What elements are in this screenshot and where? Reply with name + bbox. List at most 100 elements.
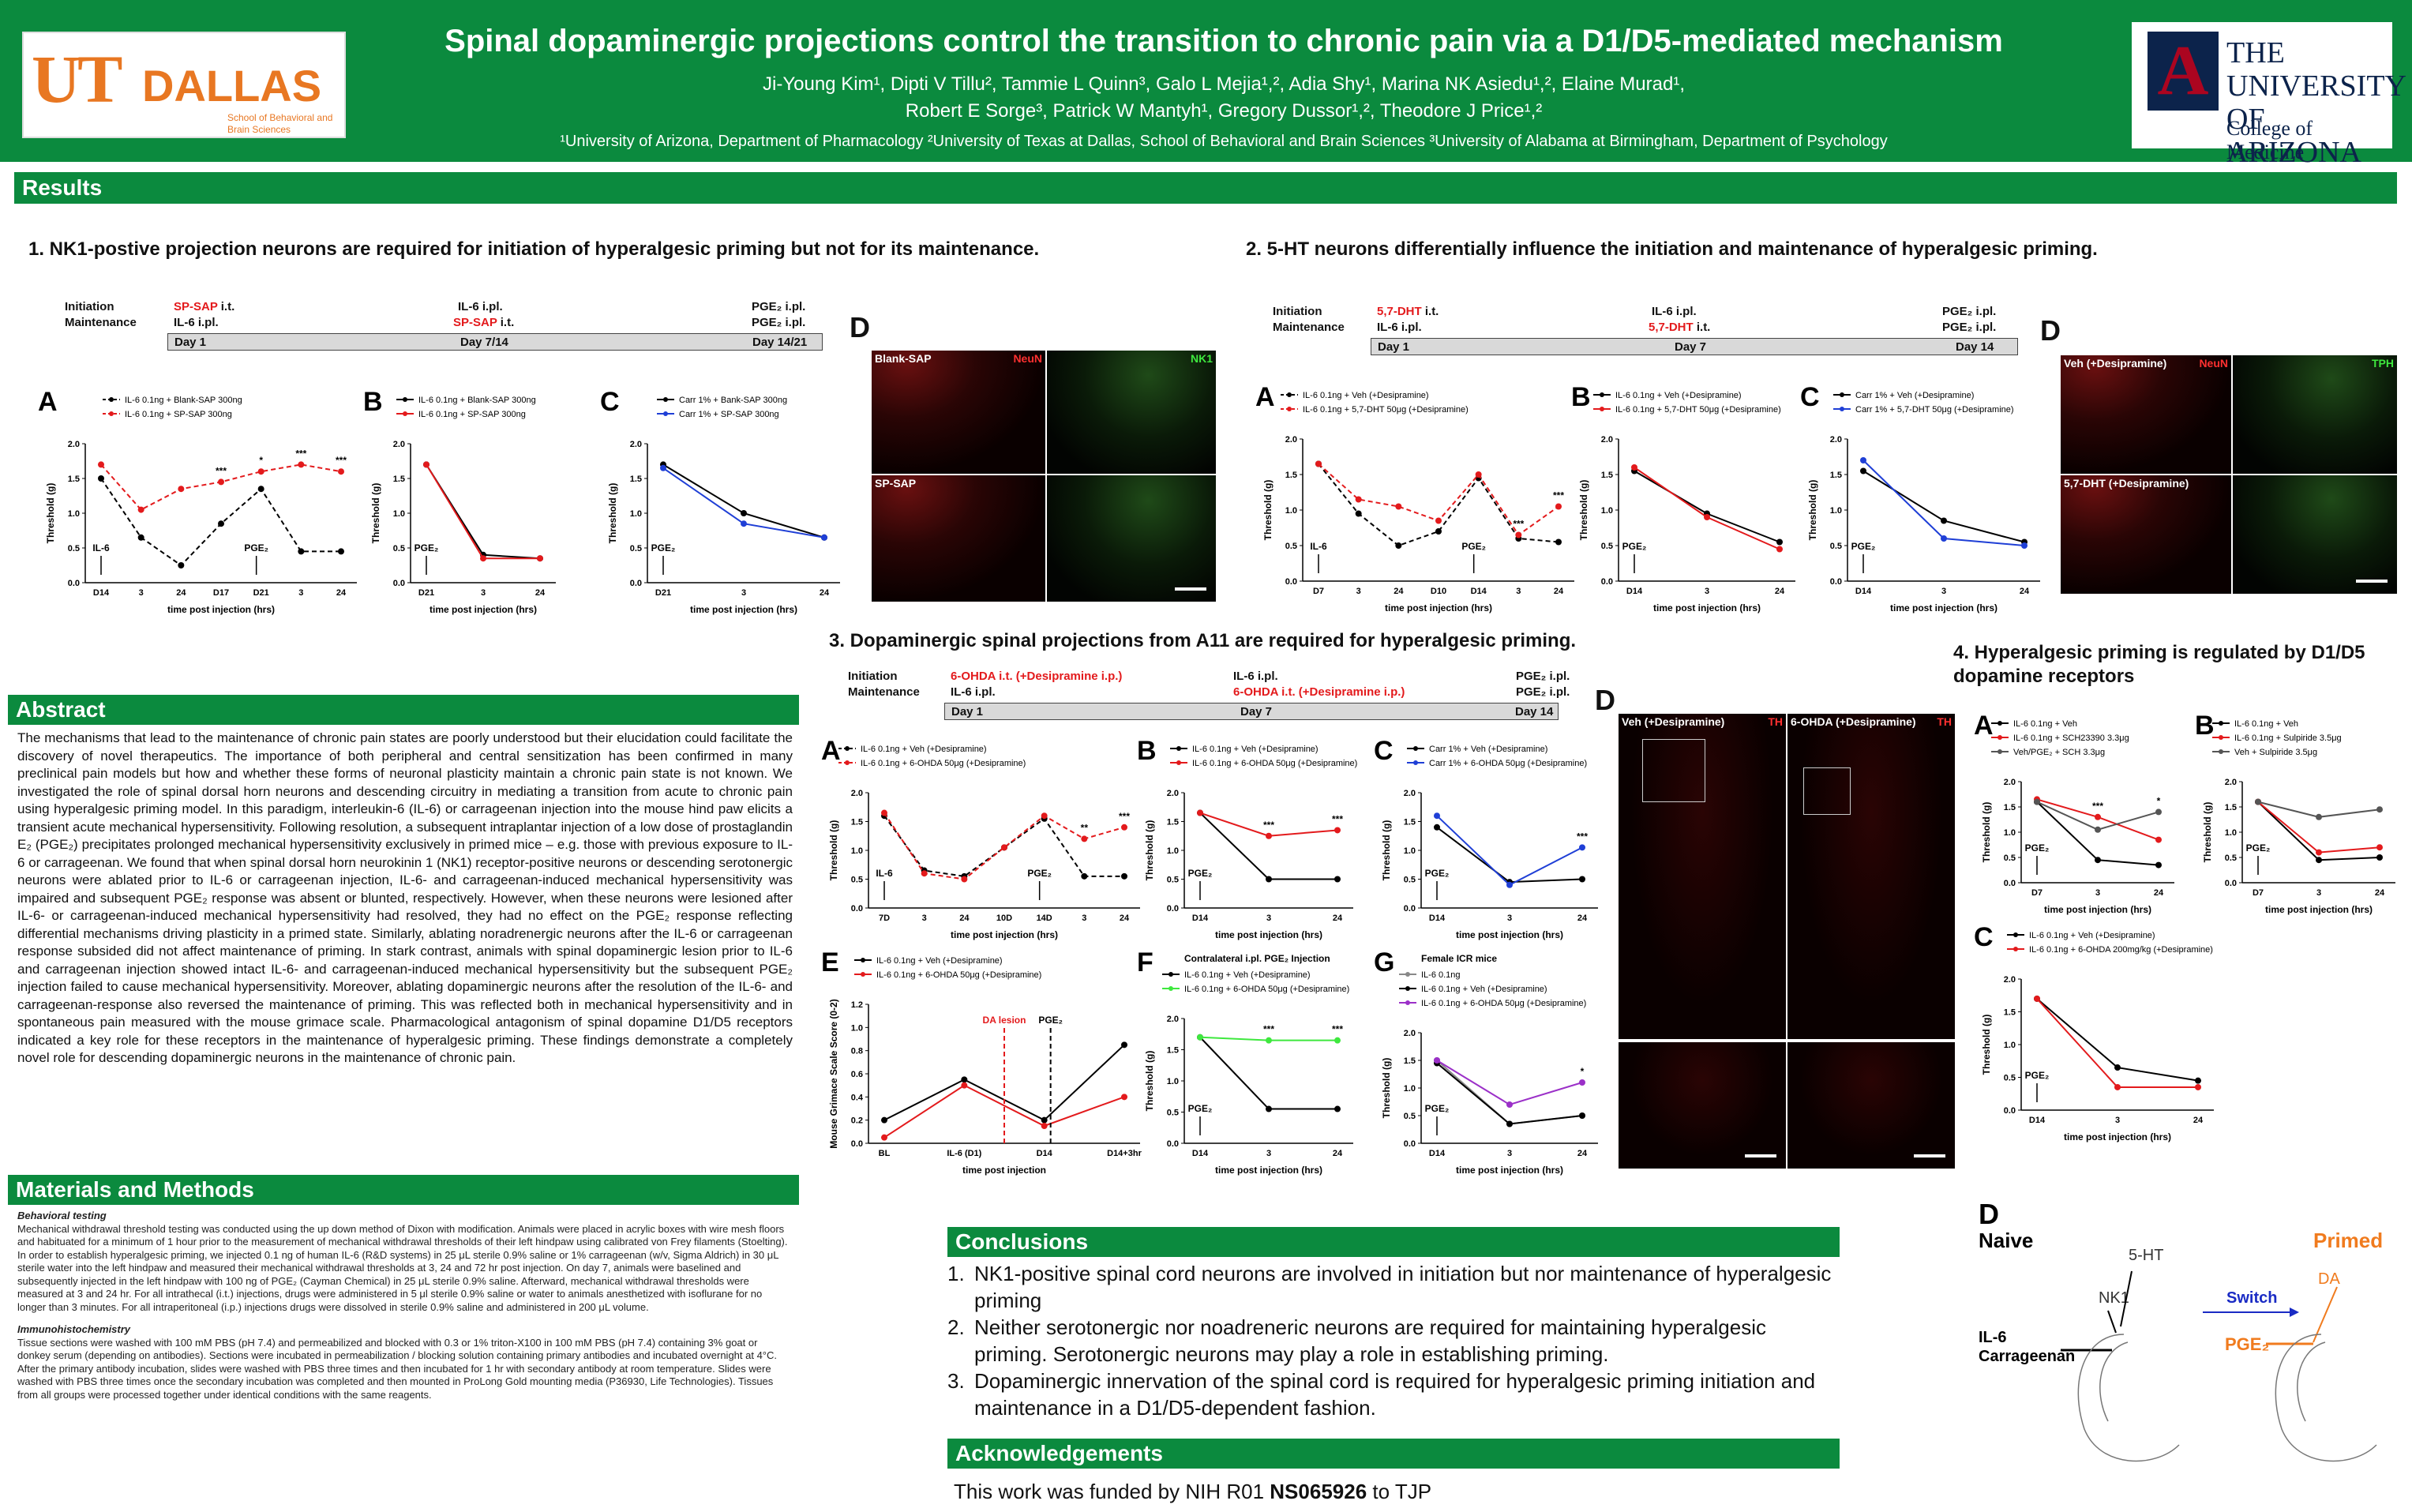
stain-label: TPH — [2372, 357, 2394, 370]
data-point — [423, 461, 430, 468]
y-tick-label: 0.0 — [1601, 577, 1613, 587]
legend-label: IL-6 0.1ng + Sulpiride 3.5μg — [2234, 733, 2342, 743]
y-tick-label: 0.0 — [2004, 1106, 2016, 1116]
legend-label: Carr 1% + 5,7-DHT 50μg (+Desipramine) — [1855, 405, 2014, 415]
data-point — [1631, 464, 1637, 471]
injection-marker-label: PGE₂ — [2246, 842, 2271, 854]
maintenance-label: Maintenance — [848, 685, 920, 699]
legend-label: IL-6 0.1ng + SCH23390 3.3μg — [2013, 733, 2129, 743]
legend-label: Carr 1% + 6-OHDA 50μg (+Desipramine) — [1429, 759, 1587, 768]
ua-logo-mark: A — [2148, 32, 2219, 111]
micrograph-veh-tph: TPH — [2233, 355, 2397, 474]
y-tick-label: 1.0 — [1404, 1084, 1416, 1094]
data-point — [961, 876, 968, 883]
x-tick-label: D14 — [1192, 914, 1209, 923]
x-tick-label: 3 — [139, 588, 144, 598]
legend-marker — [1840, 392, 1844, 397]
y-tick-label: 1.0 — [1167, 846, 1179, 856]
x-tick-label: 3 — [481, 588, 486, 598]
switch-arrowhead — [2290, 1308, 2299, 1317]
y-tick-label: 0.5 — [630, 544, 642, 553]
stain-label: NeuN — [2199, 357, 2228, 370]
x-tick-label: 3 — [2115, 1116, 2120, 1125]
micrograph-veh-neun: Veh (+Desipramine) NeuN — [2061, 355, 2231, 474]
panel-letter: C — [1374, 736, 1394, 766]
chart-3F: F Contralateral i.pl. PGE₂ Injection IL-6 … — [1137, 947, 1353, 1176]
ack-pre: This work was funded by NIH R01 — [954, 1480, 1270, 1503]
panel-letter: A — [1255, 382, 1275, 412]
pge2-annotation: PGE₂ — [1038, 1015, 1063, 1026]
y-tick-label: 1.5 — [851, 818, 863, 827]
y-axis-label: Threshold (g) — [1807, 480, 1818, 541]
y-tick-label: 0.2 — [851, 1116, 863, 1126]
conclusion-item: 3. Dopaminergic innervation of the spinal… — [947, 1368, 1832, 1421]
panel-letter-2d: D — [2040, 314, 2061, 347]
panel-letter: A — [38, 387, 58, 417]
injection-marker-label: PGE₂ — [2025, 842, 2050, 854]
data-point — [1776, 538, 1783, 546]
data-point — [1506, 1101, 1513, 1108]
injection-marker-label: PGE₂ — [651, 542, 676, 553]
data-point — [881, 1134, 887, 1141]
legend-label: Carr 1% + Veh (+Desipramine) — [1429, 745, 1547, 754]
diagram-letter: D — [1979, 1198, 1999, 1230]
legend-marker — [2219, 721, 2223, 726]
data-point — [1315, 460, 1322, 467]
legend-label: IL-6 0.1ng + SP-SAP 300ng — [418, 410, 526, 419]
chart-1B: B IL-6 0.1ng + Blank-SAP 300ng IL-6 0.1ng … — [363, 387, 556, 615]
micrograph-label: 5,7-DHT (+Desipramine) — [2064, 477, 2189, 490]
y-axis-label: Threshold (g) — [2202, 802, 2213, 863]
y-tick-label: 2.0 — [2004, 778, 2016, 787]
x-tick-label: 14D — [1037, 914, 1052, 923]
x-tick-label: D14 — [1429, 914, 1446, 923]
data-point — [1579, 844, 1585, 851]
x-tick-label: 3 — [1941, 587, 1946, 596]
y-axis-label: Threshold (g) — [1981, 1015, 1992, 1075]
data-point — [1355, 496, 1362, 503]
y-axis-label: Threshold (g) — [1381, 1058, 1392, 1119]
x-axis-label: time post injection (hrs) — [1456, 929, 1563, 940]
y-tick-label: 0.5 — [2004, 1074, 2016, 1083]
abstract-text: The mechanisms that lead to the maintena… — [17, 730, 793, 1065]
series-line — [1634, 467, 1780, 550]
data-point — [1435, 517, 1442, 524]
chart-3B: B IL-6 0.1ng + Veh (+Desipramine) IL-6 0.1… — [1137, 736, 1357, 940]
y-tick-label: 1.0 — [68, 509, 80, 519]
y-tick-label: 0.5 — [2225, 854, 2237, 863]
conclusions-bar: Conclusions — [947, 1227, 1840, 1257]
significance-stars: *** — [1263, 1024, 1274, 1035]
y-tick-label: 0.0 — [2004, 879, 2016, 888]
y-tick-label: 0.5 — [1167, 1109, 1179, 1118]
data-point — [881, 809, 887, 816]
tl1-day3: Day 14/21 — [752, 336, 808, 349]
significance-stars: *** — [1332, 813, 1343, 824]
y-axis-label: Threshold (g) — [1578, 480, 1589, 541]
data-point — [1555, 503, 1562, 510]
tl1-maint-b-suffix: i.t. — [497, 316, 515, 329]
section-1-heading: 1. NK1-postive projection neurons are re… — [28, 238, 1040, 260]
legend-marker — [1405, 1000, 1410, 1005]
significance-stars: *** — [2092, 801, 2103, 812]
y-tick-label: 1.0 — [851, 1023, 863, 1033]
data-point — [1434, 1057, 1440, 1064]
y-tick-label: 0.0 — [1404, 1139, 1416, 1149]
data-point — [178, 486, 185, 493]
x-tick-label: D17 — [213, 588, 229, 598]
y-tick-label: 0.0 — [393, 579, 405, 588]
y-axis-label: Mouse Grimace Scale Score (0-2) — [828, 999, 839, 1148]
micrograph-sp-sap-neun: SP-SAP — [872, 475, 1045, 602]
data-point — [1334, 876, 1341, 883]
y-tick-label: 2.0 — [1285, 435, 1297, 445]
micrograph-veh-th-zoom — [1619, 1042, 1786, 1169]
legend-marker — [1997, 749, 2002, 754]
chart-4C: C IL-6 0.1ng + Veh (+Desipramine) IL-6 0.1… — [1974, 922, 2214, 1142]
y-tick-label: 1.0 — [2004, 828, 2016, 838]
data-point — [1941, 517, 1947, 524]
legend-label: IL-6 0.1ng + Blank-SAP 300ng — [418, 396, 536, 405]
x-axis-label: time post injection (hrs) — [2044, 904, 2151, 915]
tl1-maint-c: PGE₂ i.pl. — [752, 316, 806, 329]
legend-marker — [1413, 760, 1418, 765]
y-axis-label: Threshold (g) — [828, 820, 839, 881]
legend-label: IL-6 0.1ng + SP-SAP 300ng — [125, 410, 232, 419]
y-tick-label: 1.5 — [1404, 818, 1416, 827]
